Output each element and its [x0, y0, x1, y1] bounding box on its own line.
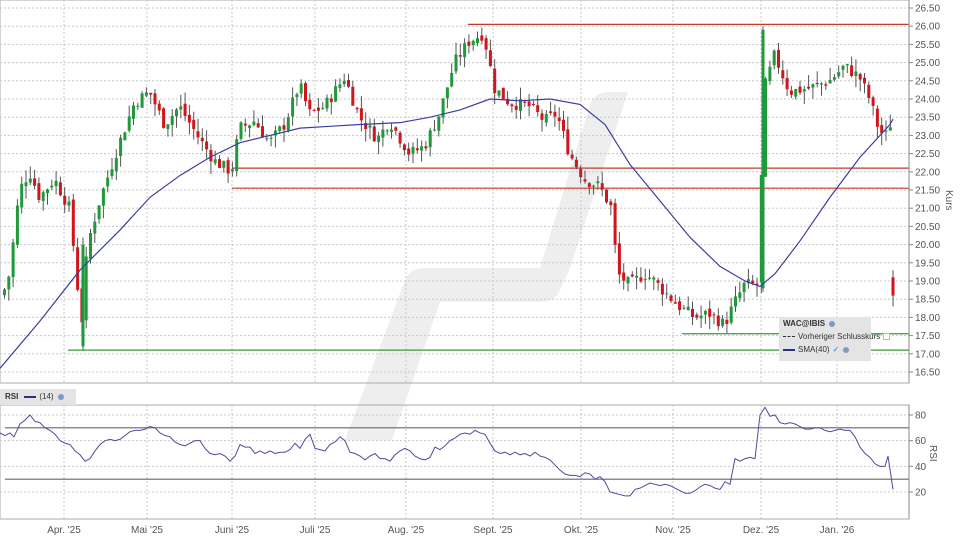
svg-text:19.50: 19.50	[915, 258, 940, 269]
svg-text:25.50: 25.50	[915, 40, 940, 51]
svg-text:17.50: 17.50	[915, 331, 940, 342]
rsi-label: RSI	[5, 392, 19, 401]
svg-text:Juli '25: Juli '25	[300, 525, 331, 536]
check-icon[interactable]: ✓	[832, 345, 840, 354]
svg-text:Juni '25: Juni '25	[215, 525, 250, 536]
line-icon	[783, 348, 795, 351]
rsi-legend: RSI (14)	[0, 389, 76, 405]
svg-text:18.00: 18.00	[915, 313, 940, 324]
sma-line	[0, 98, 894, 369]
line-icon	[24, 395, 37, 398]
svg-text:22.50: 22.50	[915, 149, 940, 160]
svg-text:16.50: 16.50	[915, 368, 940, 379]
svg-text:RSI: RSI	[927, 445, 938, 462]
support-resistance-lines	[5, 23, 909, 480]
svg-text:26.00: 26.00	[915, 22, 940, 33]
svg-text:Sept. '25: Sept. '25	[473, 525, 513, 536]
svg-text:26.50: 26.50	[915, 4, 940, 15]
svg-text:24.00: 24.00	[915, 95, 940, 106]
svg-text:Okt. '25: Okt. '25	[564, 525, 599, 536]
svg-text:Jan. '26: Jan. '26	[820, 525, 855, 536]
svg-text:21.00: 21.00	[915, 204, 940, 215]
svg-text:25.00: 25.00	[915, 58, 940, 69]
svg-text:18.50: 18.50	[915, 295, 940, 306]
svg-text:23.00: 23.00	[915, 131, 940, 142]
svg-text:23.50: 23.50	[915, 113, 940, 124]
svg-text:19.00: 19.00	[915, 277, 940, 288]
watermark-logo	[345, 92, 628, 440]
svg-text:24.50: 24.50	[915, 76, 940, 87]
svg-text:80: 80	[915, 411, 927, 422]
svg-text:Mai '25: Mai '25	[131, 525, 163, 536]
grid-lines	[0, 0, 910, 520]
globe-icon[interactable]	[843, 346, 850, 353]
svg-text:17.00: 17.00	[915, 349, 940, 360]
svg-text:20.00: 20.00	[915, 240, 940, 251]
svg-text:Dez. '25: Dez. '25	[743, 525, 780, 536]
svg-text:60: 60	[915, 436, 927, 447]
svg-text:40: 40	[915, 462, 927, 473]
dashed-line-icon	[783, 336, 795, 338]
svg-text:Apr. '25: Apr. '25	[47, 525, 81, 536]
legend-prev-close: Vorheriger Schlusskurs	[779, 330, 891, 343]
svg-text:20: 20	[915, 488, 927, 499]
rsi-period: (14)	[39, 392, 54, 401]
svg-text:Aug. '25: Aug. '25	[388, 525, 425, 536]
legend-symbol: WAC@IBIS	[779, 317, 871, 330]
axes: 26.50 26.00 25.50 25.00 24.50 24.00 23.50 23.00…	[47, 0, 954, 536]
svg-text:21.50: 21.50	[915, 186, 940, 197]
svg-text:Kurs: Kurs	[943, 190, 954, 211]
price-legend: WAC@IBIS Vorheriger Schlusskurs SMA(40) ✓	[779, 317, 891, 361]
rsi-line	[0, 406, 894, 497]
globe-icon[interactable]	[57, 393, 64, 400]
svg-text:22.00: 22.00	[915, 167, 940, 178]
legend-sma: SMA(40) ✓	[779, 343, 871, 356]
checkbox-icon[interactable]	[883, 333, 891, 341]
globe-icon[interactable]	[829, 320, 836, 327]
svg-text:Nov. '25: Nov. '25	[655, 525, 691, 536]
svg-text:20.50: 20.50	[915, 222, 940, 233]
price-candles	[3, 26, 895, 351]
